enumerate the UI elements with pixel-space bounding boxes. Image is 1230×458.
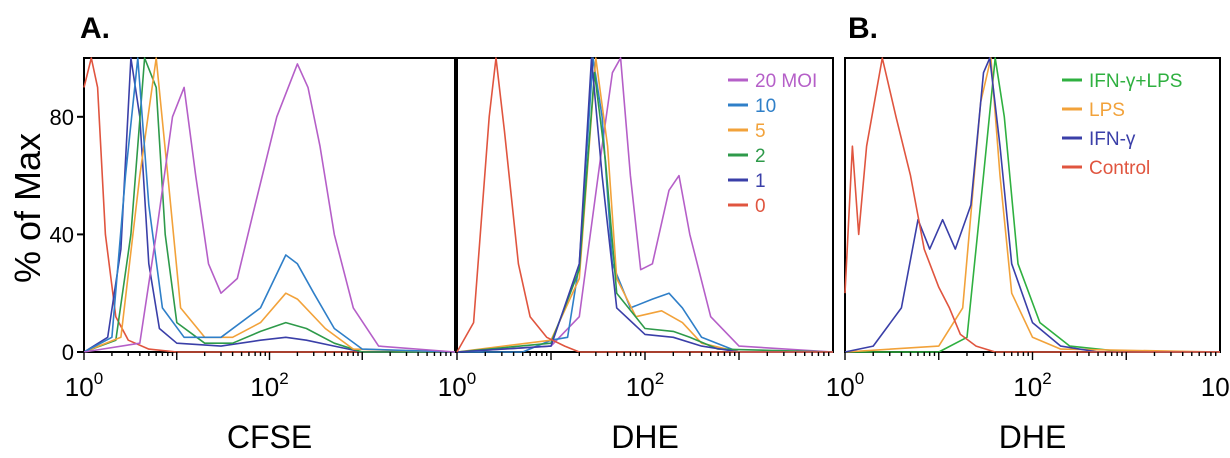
x-tick-label: 102 [626, 369, 664, 402]
y-tick-label: 0 [62, 340, 74, 365]
legend-label: IFN-γ [1089, 129, 1136, 150]
x-axis-label: DHE [999, 419, 1067, 455]
x-tick-label: 102 [1013, 369, 1051, 402]
legend-label: 10 [755, 96, 776, 117]
panel-label-a: A. [80, 12, 110, 45]
chart-panel-cfse: 100 102 CFSE [65, 57, 456, 455]
x-tick-label: 100 [438, 369, 476, 402]
legend-label: 5 [755, 121, 766, 142]
legend-label: 1 [755, 171, 766, 192]
series-line-5 [83, 63, 456, 353]
x-tick-label: 100 [65, 369, 103, 402]
x-axis-label: DHE [611, 419, 679, 455]
series-line-3 [844, 57, 1220, 353]
y-tick-label: 80 [50, 105, 74, 130]
series-line-0 [456, 57, 834, 353]
series-line-5 [456, 57, 833, 353]
legend-label: Control [1089, 158, 1150, 179]
series-line-3 [456, 71, 834, 353]
y-tick-labels: 0 40 80 [50, 105, 74, 365]
x-tick-label: 104 [1201, 369, 1230, 402]
series-line-2 [844, 57, 1220, 353]
y-axis-label: % of Max [7, 133, 48, 283]
series-line-4 [83, 57, 456, 353]
legend-label: 20 MOI [755, 71, 817, 92]
legend-label: IFN-γ+LPS [1089, 71, 1182, 92]
legend-label: 0 [755, 196, 766, 217]
legend: IFN-γ+LPS LPS IFN-γ Control [1062, 71, 1182, 179]
series-line-0 [83, 57, 455, 353]
legend-label: LPS [1089, 100, 1125, 121]
panel-label-b: B. [848, 12, 878, 45]
plot-frame [456, 57, 834, 353]
legend-label: 2 [755, 146, 766, 167]
plot-frame [83, 57, 456, 353]
series-line-2 [456, 57, 833, 353]
series-line-1 [83, 57, 455, 353]
x-tick-label: 102 [250, 369, 288, 402]
series-line-0 [845, 57, 1220, 353]
chart-panel-dhe-b: 100 102 104 DHE IFN-γ+LPS LPS IFN-γ Control [826, 57, 1230, 455]
x-axis-label: CFSE [227, 419, 312, 455]
y-tick-label: 40 [50, 222, 74, 247]
series-line-4 [456, 57, 833, 353]
series-line-2 [83, 57, 455, 353]
x-tick-label: 100 [826, 369, 864, 402]
series-line-1 [844, 57, 1221, 353]
series-line-1 [457, 57, 833, 353]
series-line-3 [83, 57, 456, 353]
